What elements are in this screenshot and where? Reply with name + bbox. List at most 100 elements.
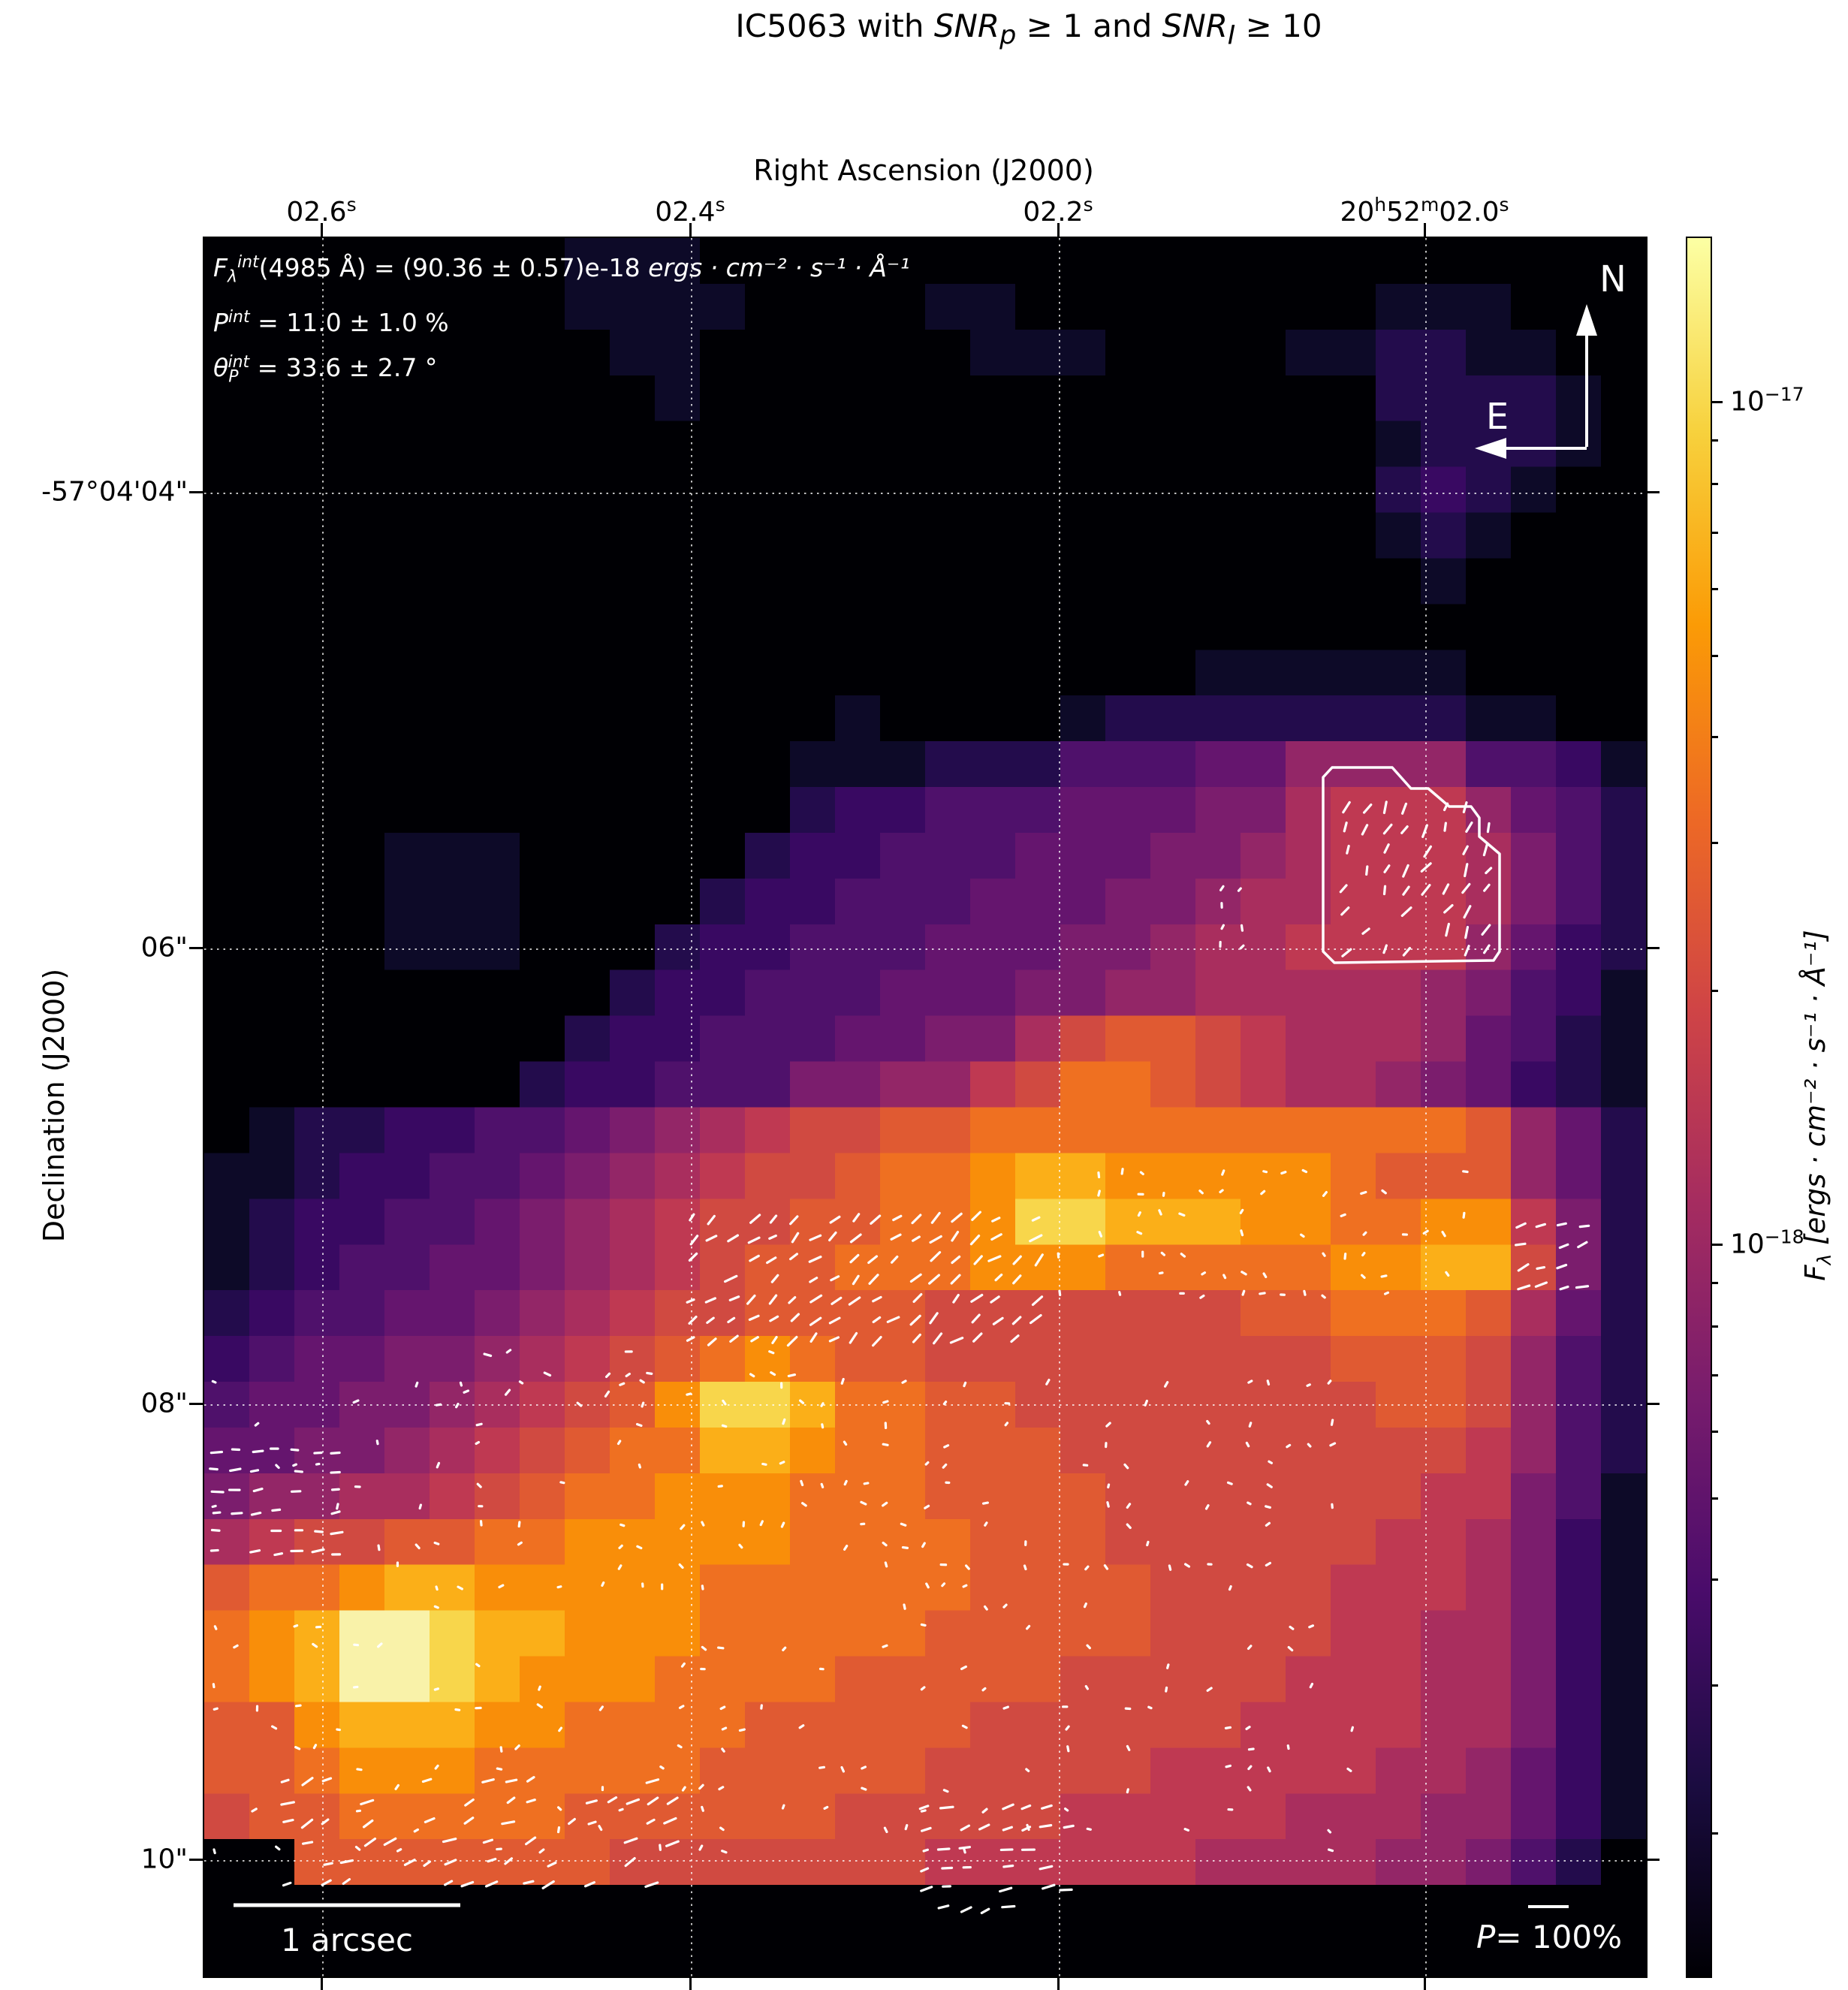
polarization-vector (983, 1605, 988, 1611)
polarization-vector (809, 1234, 822, 1241)
polarization-vector (872, 1335, 882, 1347)
polarization-vector (1002, 1826, 1013, 1832)
polarization-vector (992, 1316, 1004, 1325)
polarization-vector (282, 1881, 292, 1887)
polarization-vector (1183, 1828, 1190, 1832)
polarization-vector (1126, 1744, 1131, 1751)
polarization-vector (689, 1235, 699, 1246)
polarization-vector (356, 1768, 363, 1771)
polarization-vector (860, 1500, 867, 1506)
polarization-vector (1517, 1284, 1531, 1291)
polarization-vector (499, 1746, 503, 1753)
compass-east-label: E (1485, 396, 1509, 438)
polarization-vector (941, 1582, 946, 1587)
polarization-vector (1343, 822, 1348, 833)
polarization-vector (852, 1213, 861, 1223)
polarization-vector (821, 1423, 825, 1429)
polarization-vector (559, 1481, 565, 1485)
polarization-vector (1002, 1603, 1008, 1609)
polarization-vector (678, 1563, 684, 1569)
tick-mark (1646, 491, 1660, 493)
x-tick-label: 02.6s (286, 194, 357, 228)
polarization-vector (1098, 1230, 1103, 1238)
polarization-vector (547, 1861, 557, 1868)
polarization-vector (481, 1778, 495, 1783)
polarization-vector (301, 1777, 314, 1786)
polarization-vector (1280, 1171, 1287, 1175)
polarization-vector (396, 1848, 402, 1853)
polarization-vector (952, 1293, 960, 1304)
polarization-vector (721, 1747, 725, 1753)
polarization-vector (339, 1859, 354, 1865)
polarization-vector (1303, 1289, 1307, 1296)
colorbar-label: Fλ [ergs · cm⁻² · s⁻¹ · Å⁻¹] (1798, 930, 1836, 1281)
polarization-vector (998, 1886, 1013, 1893)
polarization-vector (1184, 1480, 1189, 1486)
polarization-vector (782, 1646, 787, 1651)
polarization-vector (1443, 822, 1447, 832)
colorbar-tick-mark (1711, 439, 1718, 442)
polarization-vector (543, 1371, 552, 1377)
polarization-vector (809, 1332, 818, 1343)
polarization-vector (294, 1470, 303, 1473)
polarization-vector (960, 1665, 967, 1671)
polarization-vector (920, 1867, 930, 1873)
polarization-vector (568, 1817, 576, 1826)
polarization-vector (1382, 823, 1393, 835)
polarization-vector (454, 1708, 461, 1711)
polarization-vector (1004, 1422, 1009, 1427)
polarization-vector (1206, 1419, 1210, 1425)
polarization-vector (882, 1644, 888, 1648)
polarization-vector (1442, 883, 1450, 895)
polarization-vector (1199, 1294, 1205, 1299)
polarization-vector (990, 1233, 1002, 1241)
polarization-vector (1340, 906, 1350, 916)
polarization-vector (583, 1881, 595, 1888)
polarization-vector (1330, 1419, 1334, 1426)
polarization-vector (951, 1212, 963, 1223)
polarization-vector (909, 1314, 921, 1326)
polarization-vector (457, 1585, 463, 1590)
polarization-vector (1098, 1253, 1105, 1258)
polarization-vector (1023, 1564, 1027, 1571)
tick-mark (189, 947, 203, 949)
polarization-vector (212, 1683, 216, 1689)
colorbar-tick-mark (1711, 1244, 1723, 1246)
polarization-vector (604, 1390, 610, 1398)
polarization-vector (233, 1644, 239, 1649)
polarization-vector (788, 1296, 797, 1304)
colorbar-tick-mark (1711, 1282, 1718, 1285)
tick-mark (1057, 1976, 1060, 1990)
polarization-vector (1168, 1564, 1172, 1571)
polarization-vector (786, 1335, 798, 1347)
polarization-vector (483, 1352, 493, 1358)
polarization-vector (636, 1422, 643, 1428)
polarization-vector (903, 1603, 906, 1610)
polarization-vector (1361, 927, 1370, 935)
polarization-vector (271, 1725, 278, 1730)
polarization-vector (900, 1522, 907, 1527)
polarization-vector (618, 1544, 623, 1550)
polarization-vector (1339, 884, 1348, 894)
polarization-vector (1265, 1561, 1271, 1567)
polarization-vector (659, 1844, 662, 1851)
polarization-vector (418, 1503, 423, 1510)
polarization-vector (1260, 1189, 1266, 1196)
polarization-vector (1041, 1804, 1053, 1810)
polarization-vector (1445, 1271, 1450, 1277)
polarization-vector (1262, 1272, 1268, 1279)
colorbar-tick-label: 10−18 (1730, 1226, 1804, 1260)
polarization-vector (830, 1275, 840, 1282)
polarization-vector (1084, 1565, 1090, 1571)
polarization-vector (1301, 1168, 1308, 1174)
integrated-measurements-annotation: Fλint(4985 Å) = (90.36 ± 0.57)e-18 ergs … (213, 243, 910, 396)
polarization-vector (505, 1778, 518, 1783)
polarization-vector (620, 1523, 626, 1527)
polarization-vector (1482, 944, 1491, 954)
polarization-vector (1237, 887, 1242, 892)
polarization-vector (294, 1746, 301, 1750)
polarization-vector (526, 1776, 535, 1783)
polarization-vector (641, 1401, 645, 1408)
polarization-vector (1239, 1208, 1244, 1214)
polarization-vector (849, 1331, 858, 1344)
